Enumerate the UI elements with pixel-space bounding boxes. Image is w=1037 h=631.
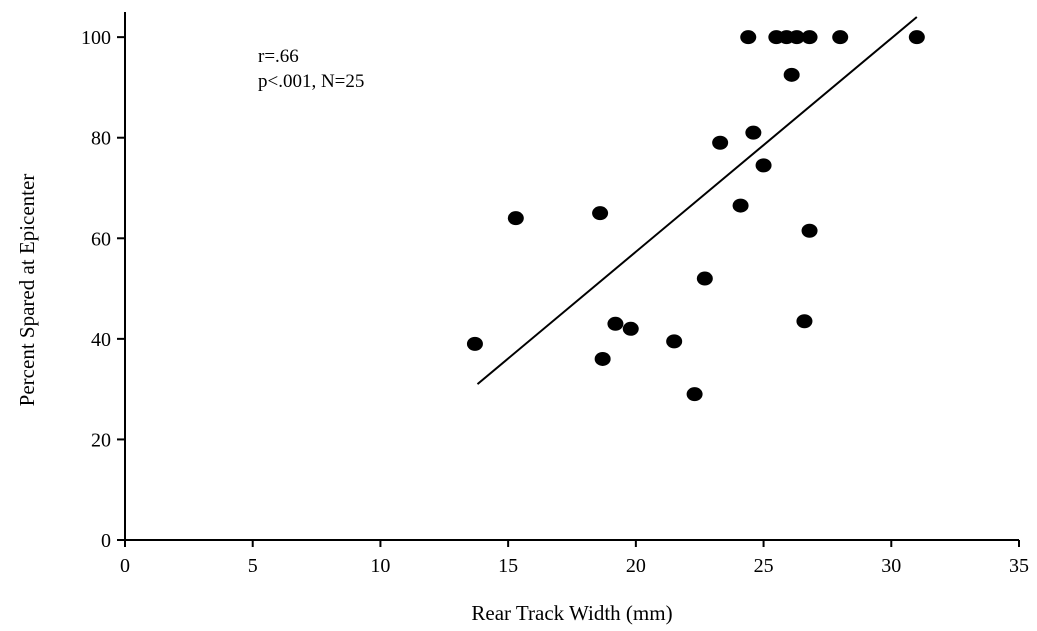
data-point [622, 321, 639, 336]
data-point [801, 223, 818, 238]
data-point [696, 271, 713, 286]
data-point [788, 30, 805, 45]
data-point [712, 135, 729, 150]
x-tick-label: 25 [754, 555, 774, 577]
y-tick-label: 0 [101, 530, 111, 552]
data-point [755, 158, 772, 173]
data-point [832, 30, 849, 45]
data-point [686, 387, 703, 402]
data-point [666, 334, 683, 349]
x-axis-ticks: 0 5 10 15 20 25 30 35 [120, 540, 1029, 577]
data-point [740, 30, 757, 45]
y-tick-label: 80 [91, 128, 111, 150]
trendline [476, 16, 918, 385]
x-tick-label: 0 [120, 555, 130, 577]
x-tick-label: 35 [1009, 555, 1029, 577]
data-point [607, 316, 624, 331]
data-point [592, 206, 609, 221]
data-point [796, 314, 813, 329]
data-point [594, 351, 611, 366]
data-point [466, 336, 483, 351]
data-point [732, 198, 749, 213]
data-point [507, 211, 524, 226]
x-tick-label: 15 [498, 555, 518, 577]
x-tick-label: 30 [881, 555, 901, 577]
y-tick-label: 60 [91, 228, 111, 250]
annotation-r: r=.66 [258, 46, 299, 67]
y-tick-label: 40 [91, 329, 111, 351]
annotation-p-n: p<.001, N=25 [258, 71, 364, 92]
trendline-group [476, 16, 918, 385]
x-axis-title: Rear Track Width (mm) [471, 601, 672, 625]
data-point [801, 30, 818, 45]
y-tick-label: 20 [91, 429, 111, 451]
data-point [745, 125, 762, 140]
y-axis-title: Percent Spared at Epicenter [15, 174, 39, 407]
data-point [783, 67, 800, 82]
x-tick-label: 20 [626, 555, 646, 577]
axes [124, 12, 1019, 541]
data-point [908, 30, 925, 45]
y-tick-label: 100 [81, 27, 111, 49]
x-tick-label: 5 [248, 555, 258, 577]
x-tick-label: 10 [370, 555, 390, 577]
y-axis-ticks: 0 20 40 60 80 100 [81, 27, 125, 552]
data-points [466, 30, 925, 402]
